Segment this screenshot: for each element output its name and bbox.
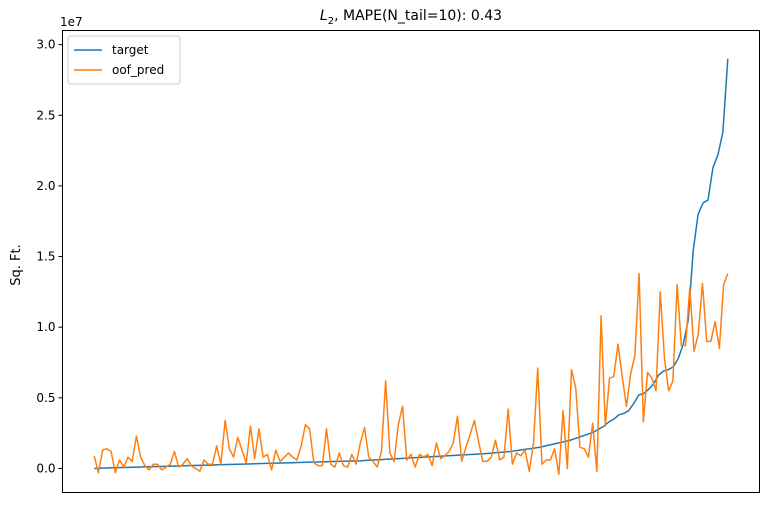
legend-label-target: target xyxy=(112,43,149,57)
series-line-target xyxy=(94,58,729,470)
legend-box xyxy=(67,35,181,85)
plot-frame xyxy=(62,30,760,493)
series-line-oof-pred xyxy=(93,272,729,475)
y-tick-label: 1.0 xyxy=(36,320,55,334)
y-tick-label: 0.0 xyxy=(36,461,55,475)
y-tick-label: 1.5 xyxy=(36,250,55,264)
series-group xyxy=(93,58,729,475)
y-offset-label: 1e7 xyxy=(60,15,83,29)
legend-label-oof-pred: oof_pred xyxy=(112,63,164,77)
y-tick-label: 2.5 xyxy=(36,108,55,122)
y-axis-ticks: 0.0 0.5 1.0 1.5 2.0 2.5 3.0 xyxy=(36,38,63,475)
y-tick-label: 2.0 xyxy=(36,179,55,193)
chart-title: L2, MAPE(N_tail=10): 0.43 xyxy=(320,8,502,27)
legend: target oof_pred xyxy=(67,35,181,85)
y-axis-label: Sq. Ft. xyxy=(9,244,24,285)
y-tick-label: 3.0 xyxy=(36,38,55,52)
y-tick-label: 0.5 xyxy=(36,391,55,405)
